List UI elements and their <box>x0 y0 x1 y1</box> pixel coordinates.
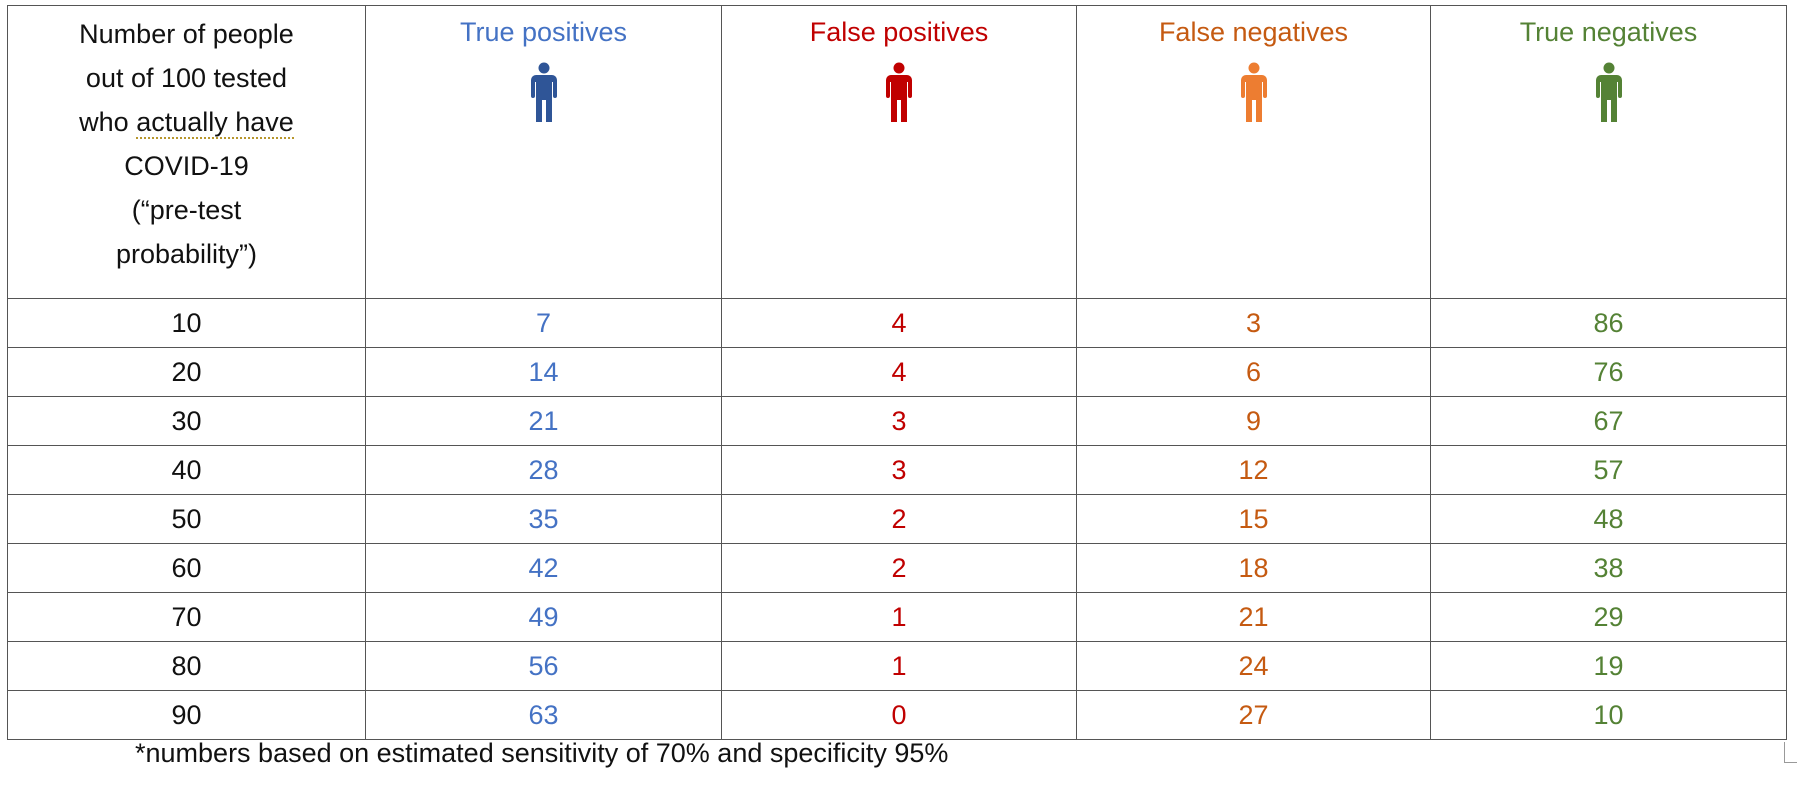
cell-true-positives: 7 <box>365 298 722 348</box>
column-label: True positives <box>459 17 628 47</box>
header-line-spellcheck: actually have <box>136 107 294 139</box>
column-label: False negatives <box>1158 17 1349 47</box>
table-row: 60 42 2 18 38 <box>7 543 1787 593</box>
header-line: who <box>79 107 137 137</box>
column-label: True negatives <box>1519 17 1698 47</box>
table-row: 20 14 4 6 76 <box>7 347 1787 397</box>
cell-true-negatives: 86 <box>1430 298 1787 348</box>
cell-true-positives: 49 <box>365 592 722 642</box>
results-table: Number of people out of 100 tested who a… <box>7 5 1787 740</box>
cell-false-positives: 3 <box>721 445 1077 495</box>
column-label: False positives <box>809 17 989 47</box>
header-false-negatives: False negatives <box>1076 5 1431 299</box>
cell-true-negatives: 76 <box>1430 347 1787 397</box>
cell-true-positives: 21 <box>365 396 722 446</box>
header-line: probability”) <box>115 239 258 269</box>
cell-pretest-probability: 90 <box>7 690 366 740</box>
header-pretest-probability: Number of people out of 100 tested who a… <box>7 5 366 299</box>
header-true-positives: True positives <box>365 5 722 299</box>
page-corner-mark <box>1784 742 1797 763</box>
cell-false-negatives: 6 <box>1076 347 1431 397</box>
table-row: 10 7 4 3 86 <box>7 298 1787 348</box>
table-row: 90 63 0 27 10 <box>7 690 1787 740</box>
cell-true-negatives: 38 <box>1430 543 1787 593</box>
cell-true-negatives: 19 <box>1430 641 1787 691</box>
cell-false-negatives: 18 <box>1076 543 1431 593</box>
cell-true-positives: 28 <box>365 445 722 495</box>
person-icon <box>1077 62 1430 124</box>
cell-pretest-probability: 10 <box>7 298 366 348</box>
table-row: 30 21 3 9 67 <box>7 396 1787 446</box>
header-line: Number of people <box>79 19 294 49</box>
table-row: 70 49 1 21 29 <box>7 592 1787 642</box>
person-icon <box>1431 62 1786 124</box>
person-icon <box>722 62 1076 124</box>
header-row: Number of people out of 100 tested who a… <box>7 5 1787 299</box>
person-icon <box>366 62 721 124</box>
footnote: *numbers based on estimated sensitivity … <box>135 738 949 768</box>
cell-true-positives: 56 <box>365 641 722 691</box>
cell-false-positives: 1 <box>721 641 1077 691</box>
cell-pretest-probability: 70 <box>7 592 366 642</box>
header-line: out of 100 tested <box>85 63 288 93</box>
cell-false-positives: 2 <box>721 543 1077 593</box>
cell-true-positives: 35 <box>365 494 722 544</box>
header-false-positives: False positives <box>721 5 1077 299</box>
cell-true-positives: 63 <box>365 690 722 740</box>
cell-false-positives: 2 <box>721 494 1077 544</box>
cell-false-negatives: 9 <box>1076 396 1431 446</box>
cell-true-negatives: 48 <box>1430 494 1787 544</box>
header-line: (“pre-test <box>131 195 242 225</box>
cell-true-negatives: 57 <box>1430 445 1787 495</box>
table-row: 50 35 2 15 48 <box>7 494 1787 544</box>
cell-false-negatives: 21 <box>1076 592 1431 642</box>
cell-pretest-probability: 80 <box>7 641 366 691</box>
cell-false-positives: 0 <box>721 690 1077 740</box>
cell-true-negatives: 10 <box>1430 690 1787 740</box>
table-row: 40 28 3 12 57 <box>7 445 1787 495</box>
cell-false-positives: 3 <box>721 396 1077 446</box>
cell-true-negatives: 67 <box>1430 396 1787 446</box>
table-row: 80 56 1 24 19 <box>7 641 1787 691</box>
cell-pretest-probability: 50 <box>7 494 366 544</box>
cell-false-positives: 4 <box>721 298 1077 348</box>
header-line: COVID-19 <box>124 151 249 181</box>
cell-pretest-probability: 30 <box>7 396 366 446</box>
cell-true-negatives: 29 <box>1430 592 1787 642</box>
cell-pretest-probability: 40 <box>7 445 366 495</box>
header-true-negatives: True negatives <box>1430 5 1787 299</box>
cell-false-negatives: 15 <box>1076 494 1431 544</box>
cell-false-negatives: 12 <box>1076 445 1431 495</box>
cell-false-negatives: 24 <box>1076 641 1431 691</box>
cell-true-positives: 42 <box>365 543 722 593</box>
cell-true-positives: 14 <box>365 347 722 397</box>
cell-false-negatives: 3 <box>1076 298 1431 348</box>
cell-false-negatives: 27 <box>1076 690 1431 740</box>
cell-false-positives: 1 <box>721 592 1077 642</box>
cell-false-positives: 4 <box>721 347 1077 397</box>
cell-pretest-probability: 60 <box>7 543 366 593</box>
cell-pretest-probability: 20 <box>7 347 366 397</box>
